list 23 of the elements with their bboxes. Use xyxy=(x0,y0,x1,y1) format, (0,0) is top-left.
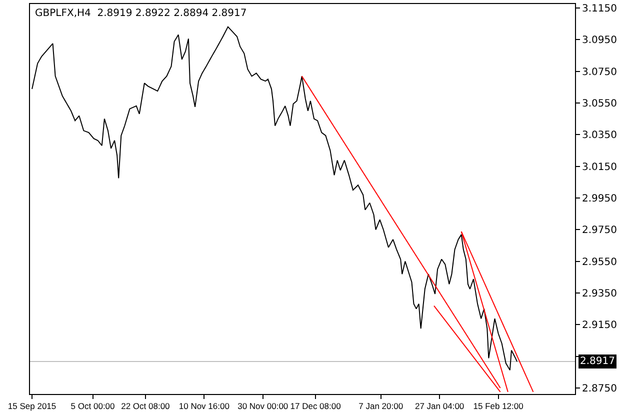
x-tick-label: 7 Jan 20:00 xyxy=(358,401,404,412)
y-tick-label: 2.9550 xyxy=(582,256,617,268)
y-tick-label: 3.0950 xyxy=(582,35,617,46)
y-tick-label: 2.9350 xyxy=(582,288,617,300)
y-tick-label: 2.9150 xyxy=(582,320,617,332)
x-tick-label: 17 Dec 08:00 xyxy=(290,401,342,412)
chart-title: GBPLFX,H4 2.8919 2.8922 2.8894 2.8917 xyxy=(35,8,247,19)
x-tick-label: 10 Nov 16:00 xyxy=(178,401,230,412)
x-tick-label: 5 Oct 00:00 xyxy=(70,401,116,412)
x-tick-label: 27 Jan 04:00 xyxy=(414,401,464,412)
y-tick-label: 2.8750 xyxy=(582,383,617,394)
y-tick-label: 3.0150 xyxy=(582,162,617,173)
y-tick-label: 2.9950 xyxy=(582,193,617,204)
x-tick-label: 22 Oct 08:00 xyxy=(121,401,170,412)
x-tick-label: 15 Feb 12:00 xyxy=(473,401,524,412)
y-tick-label: 2.9750 xyxy=(582,225,617,236)
y-tick-label: 3.0750 xyxy=(582,66,617,78)
y-tick-label: 3.0550 xyxy=(582,98,617,110)
y-tick-label: 3.0350 xyxy=(582,130,617,142)
x-tick-label: 15 Sep 2015 xyxy=(8,401,56,412)
ref-line-label: 2.8917 xyxy=(580,356,615,367)
x-tick-label: 30 Nov 00:00 xyxy=(238,401,288,412)
y-tick-label: 3.1150 xyxy=(582,3,617,14)
